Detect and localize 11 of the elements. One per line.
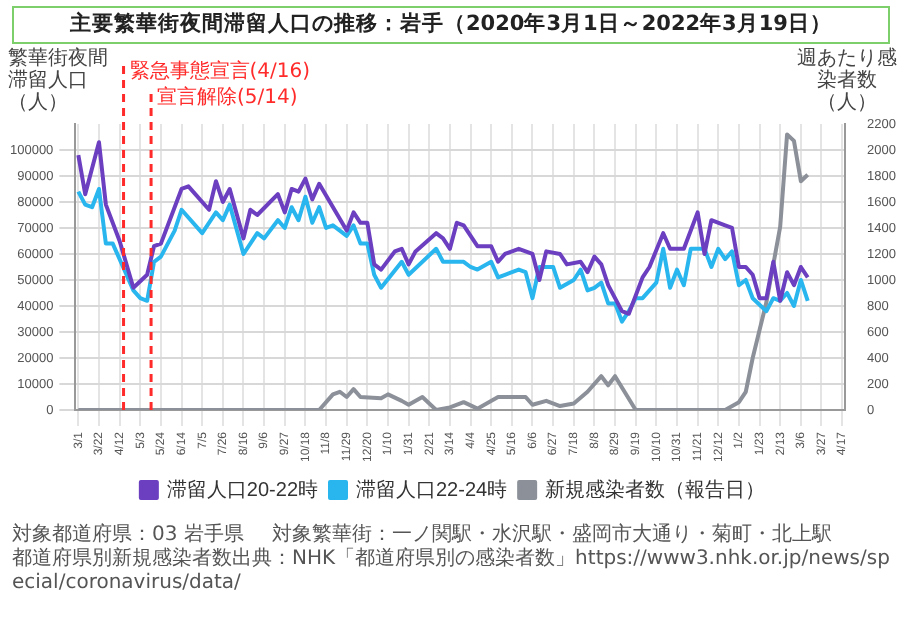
legend-label: 滞留人口22-24時 [356, 477, 508, 502]
text: 対象繁華街：一ノ関駅・水沢駅・盛岡市大通り・菊町・北上駅 [271, 524, 832, 547]
legend-label: 新規感染者数（報告日） [545, 477, 766, 502]
ref-line-label: 緊急事態宣言(4/16) [129, 59, 311, 84]
y-axis-title: 繁華街夜間滞留人口（人） [8, 48, 110, 114]
text: 対象都道府県：03 岩手県 [12, 524, 244, 547]
y2-axis-title: 週あたり感染者数（人） [796, 48, 898, 114]
ref-line-label: 宣言解除(5/14) [157, 85, 298, 110]
chart-title: 主要繁華街夜間滞留人口の推移：岩手（2020年3月1日～2022年3月19日） [12, 6, 890, 44]
text: 都道府県別新規感染者数出典：NHK「都道府県別の感染者数」https://www3.nhk.or.jp/news/special/coronavirus/data/ [12, 548, 892, 596]
legend-label: 滞留人口20-22時 [166, 477, 318, 502]
